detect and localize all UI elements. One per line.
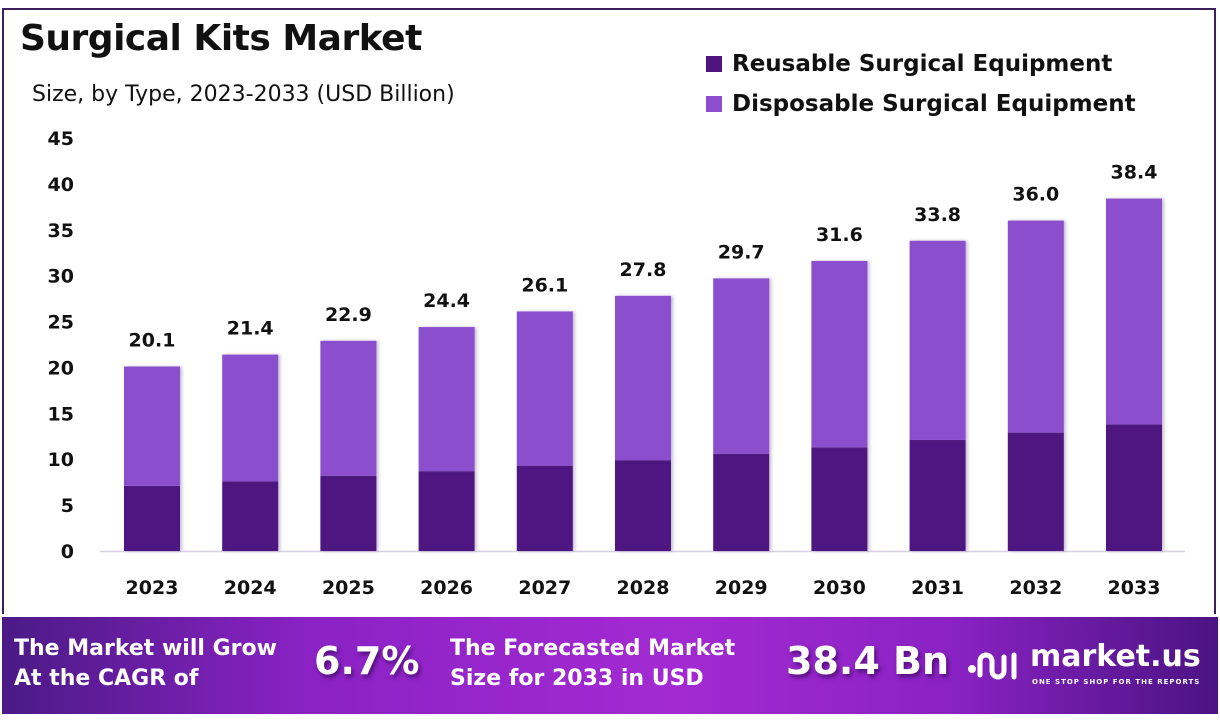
bar-total-label: 33.8	[914, 204, 961, 226]
logo-tagline: ONE STOP SHOP FOR THE REPORTS	[1032, 678, 1201, 686]
bar-segment-reusable	[124, 485, 180, 551]
logo-name: market.us	[1030, 639, 1201, 674]
bar-total-label: 22.9	[325, 304, 372, 326]
y-tick-label: 5	[61, 495, 74, 517]
legend-item-disposable: Disposable Surgical Equipment	[706, 84, 1136, 124]
x-tick-label: 2024	[224, 577, 277, 599]
bar-segment-disposable	[615, 295, 671, 461]
bar-segment-reusable	[615, 460, 671, 551]
cagr-caption: The Market will Grow At the CAGR of	[14, 634, 277, 694]
x-tick-label: 2030	[813, 577, 866, 599]
bar-segment-reusable	[909, 439, 966, 551]
bar-segment-disposable	[320, 340, 377, 476]
bar-total-label: 20.1	[129, 330, 176, 352]
y-tick-label: 0	[61, 541, 74, 563]
cagr-caption-line2: At the CAGR of	[14, 666, 199, 691]
chart-title: Surgical Kits Market	[20, 18, 422, 59]
bar-total-label: 31.6	[816, 224, 863, 246]
y-tick-label: 20	[48, 357, 74, 379]
cagr-caption-line1: The Market will Grow	[14, 636, 277, 661]
x-tick-label: 2027	[518, 577, 571, 599]
bar-segment-reusable	[1007, 432, 1064, 551]
x-tick-label: 2025	[322, 577, 375, 599]
x-tick-label: 2031	[911, 577, 964, 599]
bar-segment-reusable	[418, 471, 475, 551]
bar-segment-reusable	[713, 453, 770, 551]
x-tick-label: 2032	[1009, 577, 1062, 599]
legend: Reusable Surgical Equipment Disposable S…	[706, 44, 1136, 124]
bar-segment-disposable	[713, 278, 770, 454]
bar-segment-disposable	[1106, 198, 1162, 425]
y-tick-label: 35	[48, 220, 74, 242]
bar-segment-reusable	[516, 465, 573, 551]
y-tick-label: 40	[48, 174, 74, 196]
bar-segment-disposable	[1007, 220, 1064, 433]
bar-total-label: 27.8	[620, 259, 667, 281]
legend-label-disposable: Disposable Surgical Equipment	[732, 91, 1136, 117]
bar-total-label: 21.4	[227, 318, 274, 340]
legend-swatch-reusable	[706, 56, 722, 72]
forecast-caption: The Forecasted Market Size for 2033 in U…	[450, 634, 735, 694]
chart-subtitle: Size, by Type, 2023-2033 (USD Billion)	[32, 82, 455, 107]
bar-segment-reusable	[222, 481, 279, 551]
x-tick-label: 2023	[126, 577, 179, 599]
cagr-value: 6.7%	[314, 639, 420, 683]
bar-segment-reusable	[320, 475, 377, 551]
legend-label-reusable: Reusable Surgical Equipment	[732, 51, 1113, 77]
bar-segment-disposable	[418, 327, 475, 472]
x-tick-label: 2026	[420, 577, 473, 599]
bar-total-label: 26.1	[521, 274, 568, 296]
x-tick-label: 2033	[1108, 577, 1161, 599]
summary-banner: The Market will Grow At the CAGR of 6.7%…	[2, 617, 1218, 714]
bar-total-label: 38.4	[1111, 162, 1158, 184]
bar-segment-disposable	[516, 311, 573, 466]
forecast-caption-line2: Size for 2033 in USD	[450, 666, 704, 691]
x-tick-label: 2028	[617, 577, 670, 599]
y-tick-label: 15	[48, 403, 74, 425]
x-tick-label: 2029	[715, 577, 768, 599]
bar-total-label: 24.4	[423, 290, 470, 312]
bar-total-label: 36.0	[1012, 184, 1059, 206]
chart-border	[2, 8, 1216, 614]
market-us-logo-icon	[968, 652, 1017, 680]
bar-segment-reusable	[1106, 424, 1162, 551]
bar-segment-disposable	[909, 240, 966, 440]
y-tick-label: 45	[48, 128, 74, 150]
bar-total-label: 29.7	[718, 241, 765, 263]
bar-segment-reusable	[811, 447, 868, 551]
legend-item-reusable: Reusable Surgical Equipment	[706, 44, 1136, 84]
y-tick-label: 25	[48, 312, 74, 334]
y-tick-label: 30	[48, 266, 74, 288]
bar-segment-disposable	[124, 366, 180, 486]
forecast-value: 38.4 Bn	[786, 639, 950, 683]
y-tick-label: 10	[48, 449, 74, 471]
legend-swatch-disposable	[706, 96, 722, 112]
bar-segment-disposable	[222, 354, 279, 482]
forecast-caption-line1: The Forecasted Market	[450, 636, 736, 661]
bar-segment-disposable	[811, 260, 868, 448]
